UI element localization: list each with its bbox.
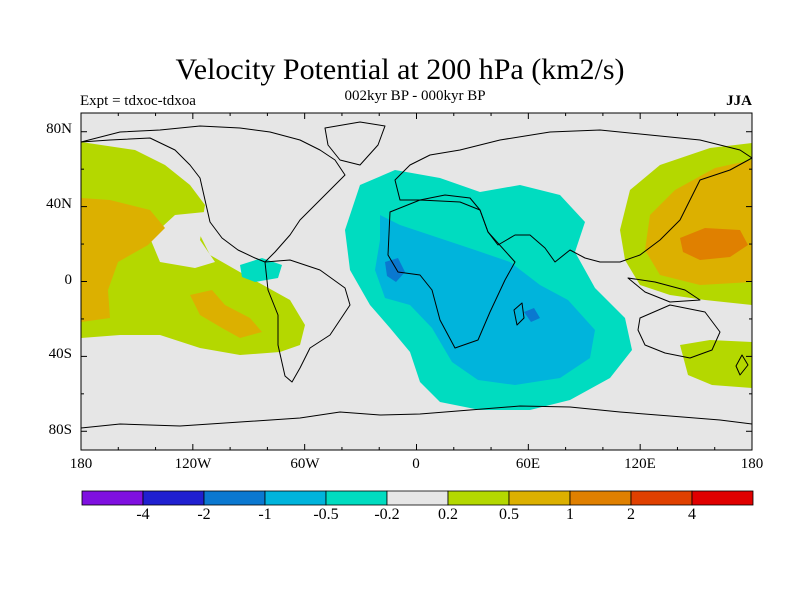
colorbar-box <box>264 490 327 506</box>
colorbar-label: 2 <box>627 506 635 523</box>
contour-fill <box>375 215 595 385</box>
colorbar-box <box>386 490 449 506</box>
colorbar-label: 0.2 <box>438 506 458 523</box>
colorbar-box <box>691 490 754 506</box>
lon-label-180w: 180 <box>69 456 93 472</box>
map-panel <box>81 113 752 450</box>
lat-label-80n: 80N <box>46 121 72 137</box>
colorbar-box <box>447 490 510 506</box>
colorbar-label: -2 <box>197 506 211 523</box>
contour-fill <box>680 228 748 260</box>
axis-ticks <box>80 113 753 450</box>
coast-greenland <box>324 121 386 166</box>
contour-fill <box>81 198 165 322</box>
coast-south-america <box>264 259 351 383</box>
colorbar-box <box>569 490 632 506</box>
experiment-label: Expt = tdxoc-tdxoa <box>80 93 196 109</box>
lon-label-0: 0 <box>412 456 420 472</box>
coast-antarctica <box>81 405 752 429</box>
colorbar-label: 0.5 <box>499 506 519 523</box>
colorbar-label: -0.5 <box>313 506 339 523</box>
lon-label-60w: 60W <box>290 456 320 472</box>
colorbar-box <box>325 490 388 506</box>
coast-europe-asia <box>394 129 752 263</box>
coast-africa <box>387 199 516 349</box>
coastlines <box>81 121 752 429</box>
colorbar-box <box>81 490 144 506</box>
colorbar-label: -0.2 <box>374 506 400 523</box>
colorbar-label: 1 <box>566 506 574 523</box>
lon-label-120e: 120E <box>624 456 656 472</box>
lon-label-180e: 180 <box>740 456 764 472</box>
colorbar-label: -1 <box>258 506 272 523</box>
colorbar-box <box>508 490 571 506</box>
lat-label-eq: 0 <box>64 272 73 288</box>
coast-north-america <box>81 125 346 263</box>
colorbar-box <box>630 490 693 506</box>
lon-label-60e: 60E <box>515 456 541 472</box>
coast-australia <box>637 304 721 359</box>
lat-label-80s: 80S <box>48 422 72 438</box>
positive-region-east-pacific <box>81 142 305 355</box>
contour-fill <box>150 212 215 268</box>
colorbar-label: -4 <box>136 506 150 523</box>
contour-fill <box>190 290 262 338</box>
coast-madagascar <box>513 302 525 326</box>
contour-fill <box>680 340 752 388</box>
lat-label-40n: 40N <box>46 196 72 212</box>
coast-new-zealand <box>735 354 749 376</box>
contour-fill <box>524 308 540 322</box>
colorbar-box <box>142 490 205 506</box>
negative-region-africa-indian-ocean <box>240 170 632 410</box>
lon-label-120w: 120W <box>174 456 212 472</box>
colorbar-label: 4 <box>688 506 696 523</box>
contour-fill <box>385 258 405 282</box>
contour-fill <box>240 258 282 282</box>
page-title: Velocity Potential at 200 hPa (km2/s) <box>175 53 625 86</box>
season-label: JJA <box>726 93 752 109</box>
colorbar <box>81 490 754 506</box>
lat-label-40s: 40S <box>48 346 72 362</box>
subtitle: 002kyr BP - 000kyr BP <box>344 88 486 104</box>
coast-indonesia <box>627 277 701 303</box>
colorbar-box <box>203 490 266 506</box>
positive-region-west-pacific <box>620 143 752 388</box>
